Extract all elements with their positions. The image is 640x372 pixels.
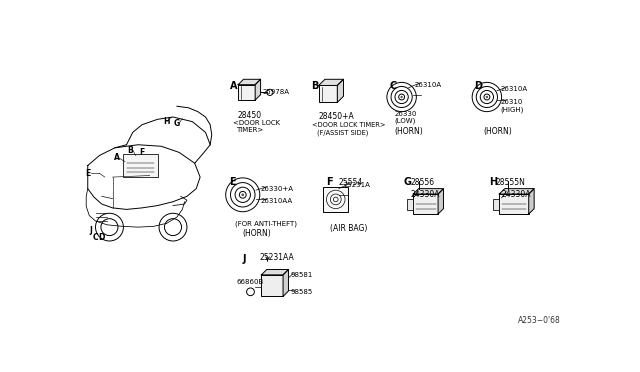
FancyBboxPatch shape: [499, 194, 529, 214]
Text: C: C: [93, 232, 99, 242]
Circle shape: [241, 193, 244, 196]
FancyBboxPatch shape: [407, 199, 413, 210]
Text: D: D: [99, 232, 105, 242]
Text: (HORN): (HORN): [242, 229, 271, 238]
Text: (LOW): (LOW): [395, 118, 416, 124]
Text: 26330: 26330: [395, 111, 417, 117]
Polygon shape: [529, 189, 534, 214]
Text: 28555N: 28555N: [495, 178, 525, 187]
Text: H: H: [489, 177, 497, 187]
Text: G: G: [173, 119, 180, 128]
FancyBboxPatch shape: [323, 187, 348, 212]
Polygon shape: [438, 189, 444, 214]
Polygon shape: [238, 79, 260, 85]
FancyBboxPatch shape: [238, 85, 255, 100]
Text: 25554: 25554: [339, 178, 363, 187]
Polygon shape: [261, 269, 289, 275]
Text: (F/ASSIST SIDE): (F/ASSIST SIDE): [317, 129, 369, 136]
Text: <DOOR LOCK TIMER>: <DOOR LOCK TIMER>: [312, 122, 386, 128]
Circle shape: [401, 96, 403, 98]
FancyBboxPatch shape: [261, 275, 283, 296]
Text: A253−0'68: A253−0'68: [518, 316, 561, 325]
FancyBboxPatch shape: [493, 199, 499, 210]
Polygon shape: [283, 269, 289, 296]
Text: 28556: 28556: [410, 178, 435, 187]
Text: 26310A: 26310A: [500, 86, 527, 92]
Text: 26310: 26310: [500, 99, 522, 105]
Text: 25978A: 25978A: [263, 89, 290, 94]
Text: F: F: [326, 177, 333, 187]
Text: 25231A: 25231A: [344, 183, 371, 189]
Text: A: A: [230, 81, 237, 91]
Circle shape: [486, 96, 488, 98]
Text: 26310A: 26310A: [415, 81, 442, 87]
Polygon shape: [337, 79, 344, 102]
FancyBboxPatch shape: [123, 154, 157, 177]
Text: H: H: [164, 117, 170, 126]
Text: 25231AA: 25231AA: [260, 253, 294, 262]
Text: (HORN): (HORN): [483, 127, 512, 136]
Text: B: B: [311, 81, 318, 91]
Text: (HORN): (HORN): [395, 127, 424, 136]
Text: 26330+A: 26330+A: [260, 186, 294, 192]
FancyBboxPatch shape: [319, 86, 337, 102]
Text: C: C: [390, 81, 397, 91]
Text: A: A: [115, 153, 120, 162]
Text: 28450: 28450: [237, 111, 262, 120]
Text: 98585: 98585: [290, 289, 312, 295]
Text: F: F: [140, 148, 145, 157]
Text: E: E: [230, 177, 236, 187]
Polygon shape: [499, 189, 534, 194]
Text: TIMER>: TIMER>: [236, 127, 263, 133]
Text: 24330A: 24330A: [410, 190, 440, 199]
Text: B: B: [127, 145, 133, 155]
Text: 28450+A: 28450+A: [319, 112, 355, 121]
Text: (HIGH): (HIGH): [500, 106, 524, 113]
Text: 24330A: 24330A: [502, 190, 531, 199]
Text: G: G: [404, 177, 412, 187]
Polygon shape: [413, 189, 444, 194]
Text: 66860B: 66860B: [237, 279, 264, 285]
Text: E: E: [85, 169, 90, 178]
Text: J: J: [90, 227, 92, 235]
Text: <DOOR LOCK: <DOOR LOCK: [233, 120, 280, 126]
Text: (FOR ANTI-THEFT): (FOR ANTI-THEFT): [235, 221, 297, 227]
Polygon shape: [319, 79, 344, 86]
Text: D: D: [474, 81, 482, 91]
Text: 98581: 98581: [290, 272, 312, 278]
Text: (AIR BAG): (AIR BAG): [330, 224, 367, 233]
Polygon shape: [255, 79, 260, 100]
Text: J: J: [243, 254, 246, 264]
Text: 26310AA: 26310AA: [260, 198, 292, 204]
FancyBboxPatch shape: [413, 194, 438, 214]
